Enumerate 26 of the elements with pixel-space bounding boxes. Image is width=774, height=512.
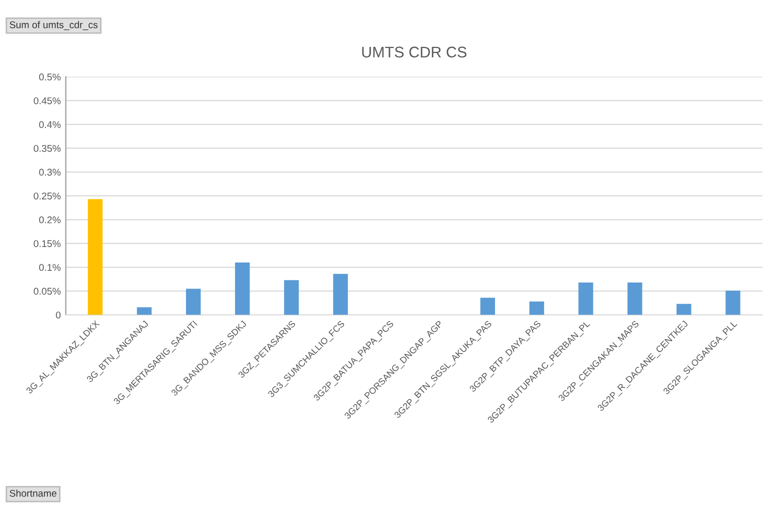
y-tick-label: 0.35% xyxy=(34,144,61,152)
bar xyxy=(235,262,250,315)
y-tick-label: 0 xyxy=(56,312,61,318)
bar xyxy=(284,280,299,315)
y-tick-label: 0.2% xyxy=(39,216,61,224)
bar xyxy=(136,307,152,315)
text: Sum of umts_cdr_cs xyxy=(10,21,98,30)
y-tick-label: 0.3% xyxy=(39,168,61,176)
y-tick-label: 0.4% xyxy=(39,121,61,128)
bar xyxy=(726,290,740,315)
bar xyxy=(676,304,692,315)
y-tick-label: 0.1% xyxy=(39,264,61,271)
y-tick-label: 0.5% xyxy=(39,74,61,80)
bar xyxy=(480,298,496,315)
bar xyxy=(627,282,642,315)
bar xyxy=(186,288,201,315)
y-tick-label: 0.05% xyxy=(34,288,61,295)
text: Shortname xyxy=(10,490,56,497)
bar xyxy=(529,302,544,315)
y-tick-label: 0.15% xyxy=(34,240,61,248)
bar xyxy=(88,199,103,315)
bar xyxy=(333,274,348,315)
y-tick-label: 0.45% xyxy=(34,97,61,104)
chart-title: UMTS CDR CS xyxy=(362,46,466,58)
y-tick-label: 0.25% xyxy=(34,192,61,200)
bar xyxy=(578,282,594,315)
